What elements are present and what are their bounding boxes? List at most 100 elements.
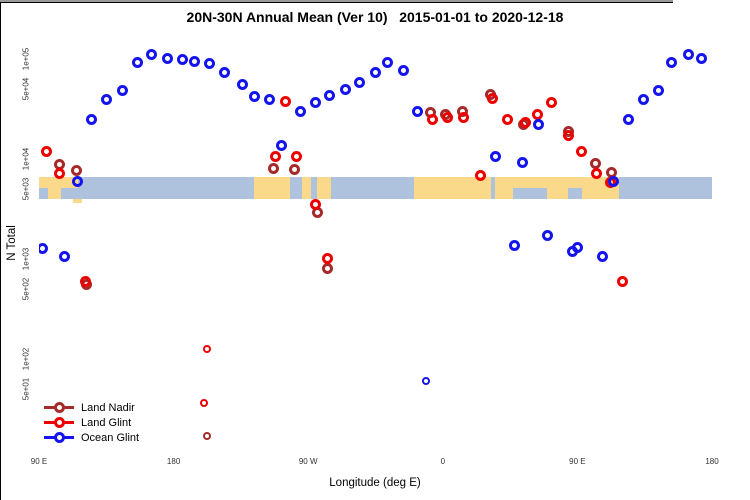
legend-circle-icon xyxy=(54,402,65,413)
legend-label: Ocean Glint xyxy=(81,431,140,444)
map-land-segment xyxy=(317,177,331,199)
point-ocean-glint xyxy=(100,94,112,106)
map-land-segment xyxy=(254,177,291,199)
y-tick-label: 1e+02 xyxy=(21,347,31,371)
point-land-glint xyxy=(616,275,628,287)
map-land-notch xyxy=(73,199,83,203)
plot-spine-left xyxy=(0,3,1,412)
point-land-glint xyxy=(576,145,588,157)
legend: Land Nadir Land Glint Ocean Glint xyxy=(44,400,139,445)
point-land-nadir xyxy=(289,163,301,175)
point-land-nadir xyxy=(322,262,334,274)
point-land-glint xyxy=(310,199,322,211)
point-ocean-glint xyxy=(323,90,335,102)
point-land-glint xyxy=(40,145,52,157)
point-ocean-glint xyxy=(682,48,694,60)
y-tick-label: 5e+02 xyxy=(21,277,31,301)
axes-layer: 1e+05 5e+04 1e+04 5e+03 1e+03 5e+02 1e+02 5e+01… xyxy=(0,0,719,500)
point-land-glint xyxy=(426,113,438,125)
x-tick-label: 90 E xyxy=(569,457,586,466)
y-tick-label: 5e+04 xyxy=(21,77,31,101)
point-ocean-glint xyxy=(652,85,664,97)
plot-spine-right xyxy=(0,412,1,500)
point-ocean-glint xyxy=(411,105,423,117)
point-ocean-glint xyxy=(509,240,521,252)
point-ocean-glint xyxy=(177,53,189,65)
y-tick-label: 1e+05 xyxy=(21,47,31,71)
legend-item-land-glint: Land Glint xyxy=(44,415,139,430)
point-ocean-glint xyxy=(353,77,365,89)
point-ocean-glint xyxy=(39,242,48,254)
legend-marker xyxy=(44,417,74,428)
point-ocean-glint xyxy=(58,250,70,262)
point-land-glint xyxy=(290,151,302,163)
point-land-glint xyxy=(269,151,281,163)
x-tick-label: 0 xyxy=(440,457,446,466)
point-ocean-glint xyxy=(85,113,97,125)
point-ocean-glint xyxy=(398,65,410,77)
chart-title: 20N-30N Annual Mean (Ver 10) 2015-01-01 … xyxy=(186,9,564,25)
point-land-glint xyxy=(280,95,292,107)
x-tick-label: 90 W xyxy=(298,457,318,466)
point-land-glint xyxy=(441,112,453,123)
point-ocean-glint xyxy=(189,55,201,67)
point-ocean-glint xyxy=(275,140,287,152)
legend-marker xyxy=(44,402,74,413)
point-ocean-glint xyxy=(72,175,84,187)
map-ocean-patch xyxy=(568,188,582,199)
point-land-glint xyxy=(322,252,334,264)
point-ocean-glint xyxy=(533,119,544,131)
point-ocean-glint xyxy=(607,175,619,187)
point-ocean-glint xyxy=(203,57,215,69)
point-ocean-glint xyxy=(381,56,393,68)
point-ocean-glint xyxy=(218,66,230,78)
point-land-glint xyxy=(474,169,486,181)
point-land-nadir xyxy=(70,165,82,177)
legend-label: Land Glint xyxy=(81,416,132,429)
plot-spine-top xyxy=(0,2,673,3)
point-ocean-glint xyxy=(541,230,553,242)
legend-item-land-nadir: Land Nadir xyxy=(44,400,139,415)
panel-separator-line xyxy=(0,0,673,2)
point-ocean-glint xyxy=(422,377,431,386)
point-land-glint xyxy=(79,275,91,287)
plot-area xyxy=(39,41,712,450)
point-ocean-glint xyxy=(145,49,157,61)
point-ocean-glint xyxy=(295,105,307,117)
point-land-nadir xyxy=(202,431,211,440)
map-land-segment xyxy=(61,177,78,188)
point-ocean-glint xyxy=(162,52,174,64)
point-ocean-glint xyxy=(248,91,260,103)
point-ocean-glint xyxy=(516,156,528,168)
point-land-nadir xyxy=(589,157,601,169)
point-land-nadir xyxy=(268,162,280,174)
y-tick-label: 5e+03 xyxy=(21,177,31,201)
y-tick-label: 5e+01 xyxy=(21,377,31,401)
point-ocean-glint xyxy=(622,113,634,125)
point-ocean-glint xyxy=(263,94,275,106)
point-land-glint xyxy=(54,167,66,179)
map-ocean-patch xyxy=(490,177,496,199)
point-ocean-glint xyxy=(489,150,501,162)
point-land-glint xyxy=(458,112,470,123)
point-ocean-glint xyxy=(637,94,649,106)
x-tick-label: 180 xyxy=(705,457,719,466)
point-land-glint xyxy=(202,344,211,353)
legend-circle-icon xyxy=(54,417,65,428)
point-land-glint xyxy=(562,130,574,142)
point-ocean-glint xyxy=(666,56,678,68)
x-tick-label: 180 xyxy=(166,457,181,466)
point-land-glint xyxy=(486,93,498,105)
point-ocean-glint xyxy=(696,52,708,64)
legend-marker xyxy=(44,432,74,443)
point-ocean-glint xyxy=(117,85,129,97)
point-land-glint xyxy=(546,96,558,108)
point-ocean-glint xyxy=(597,250,609,262)
point-land-glint xyxy=(519,117,531,129)
point-ocean-glint xyxy=(571,242,583,254)
point-land-glint xyxy=(531,108,543,120)
point-ocean-glint xyxy=(132,56,144,68)
legend-label: Land Nadir xyxy=(81,401,135,414)
point-land-glint xyxy=(501,113,513,125)
point-ocean-glint xyxy=(236,79,248,91)
